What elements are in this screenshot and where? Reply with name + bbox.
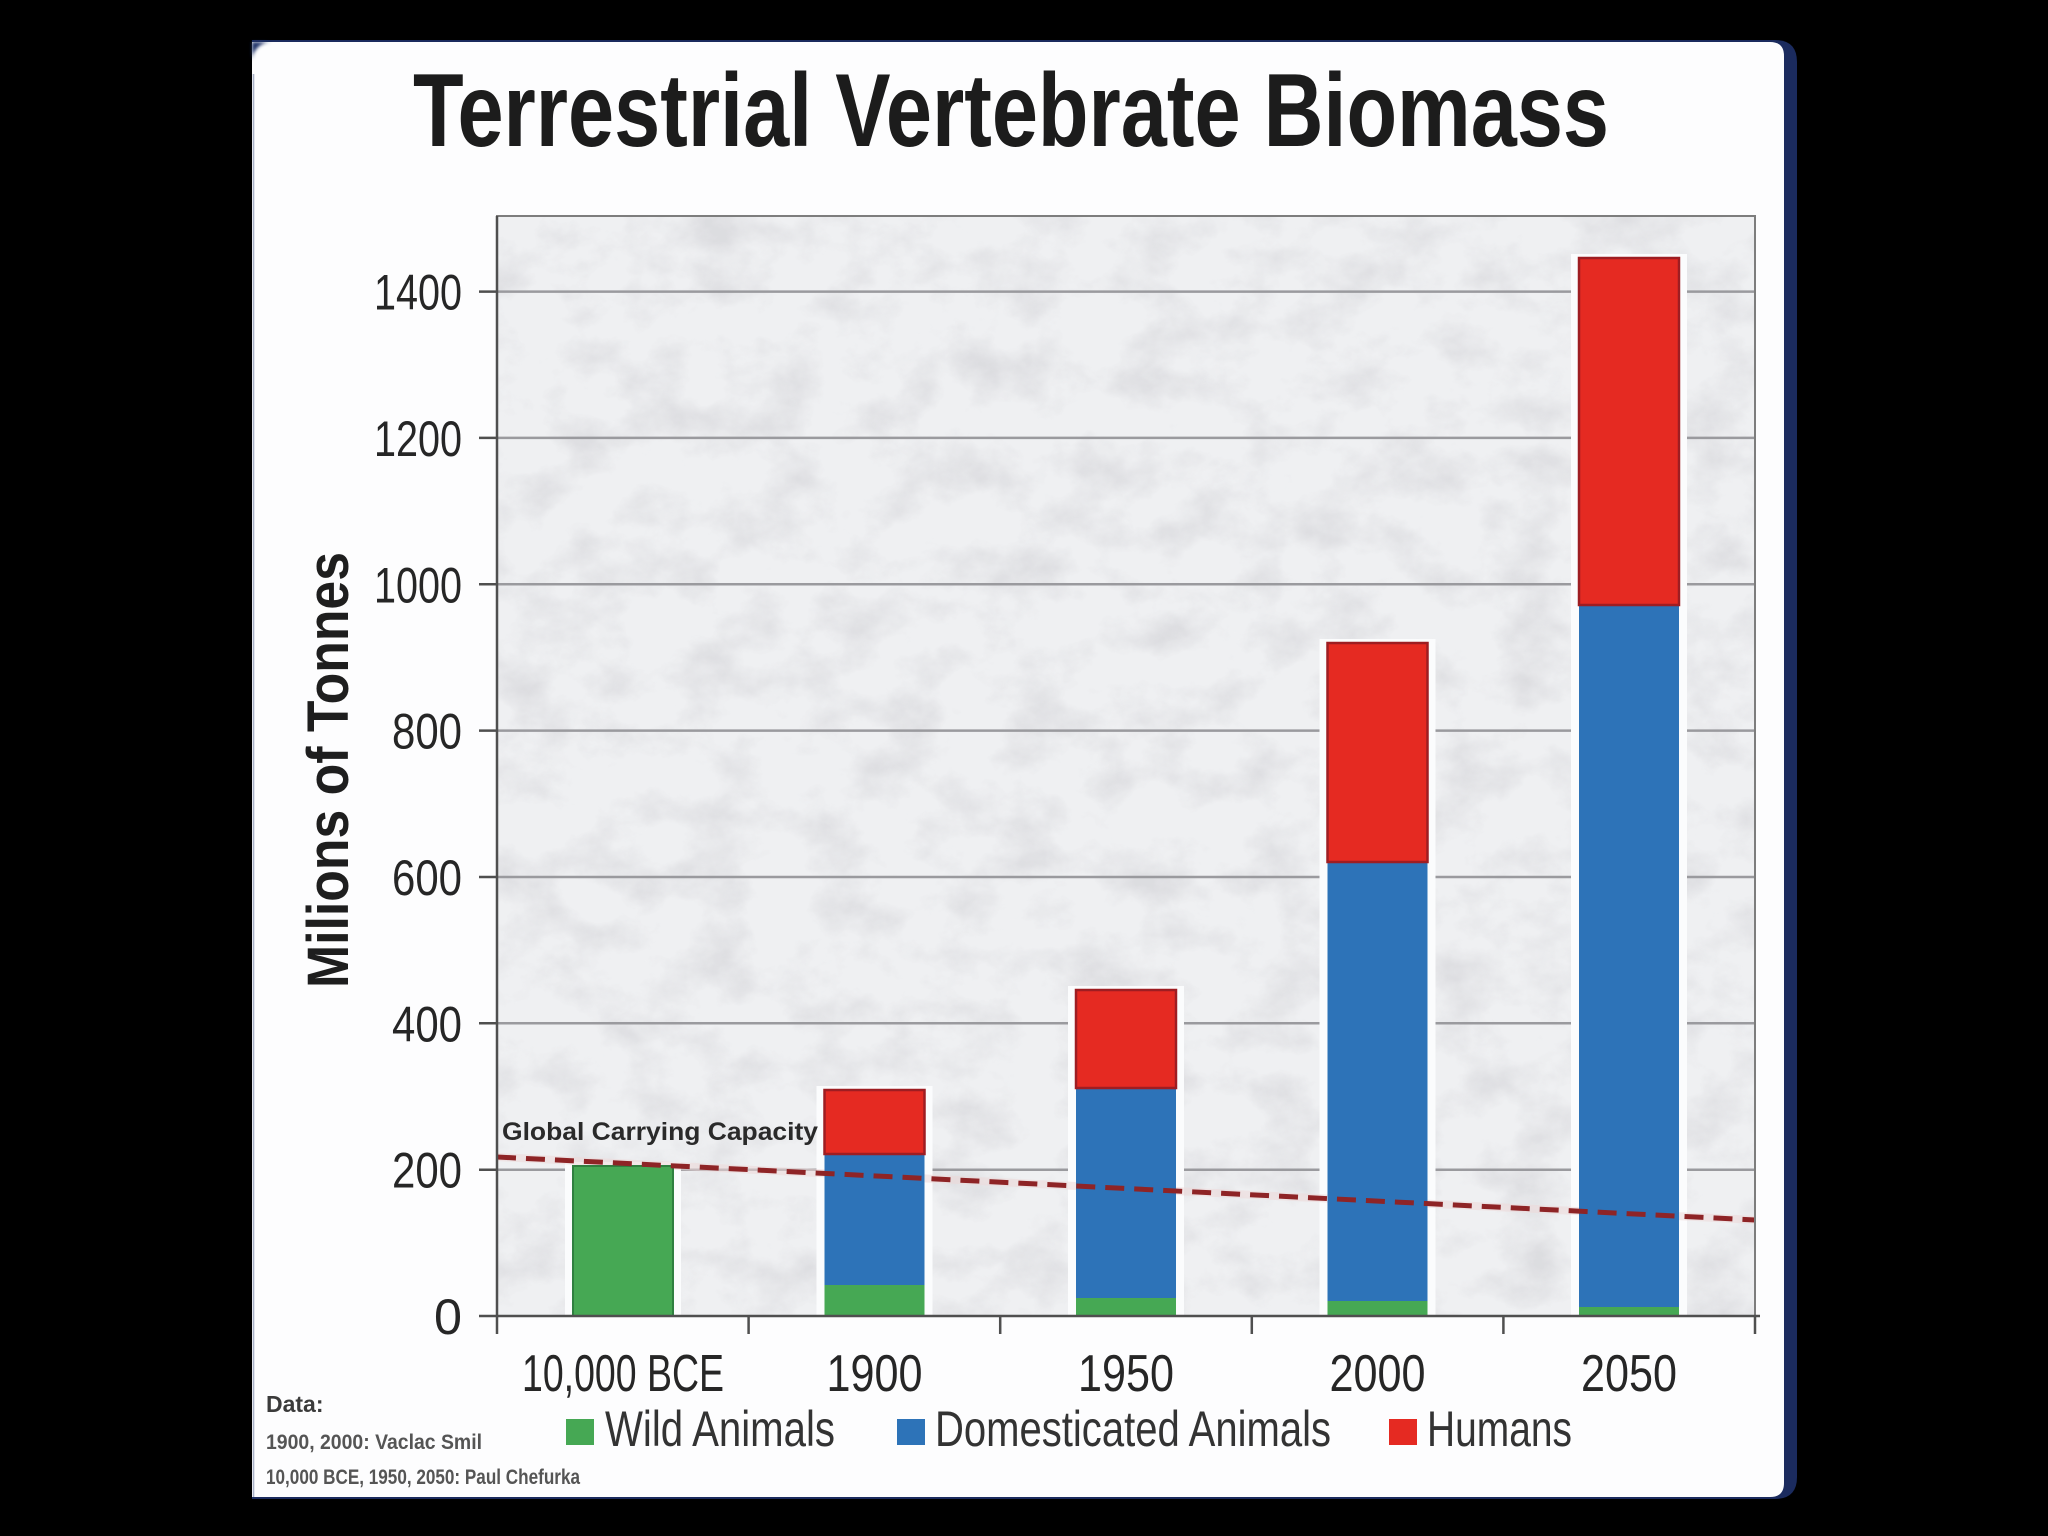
svg-text:600: 600: [392, 850, 462, 906]
svg-text:400: 400: [392, 996, 462, 1052]
svg-text:1200: 1200: [374, 411, 462, 467]
svg-text:2000: 2000: [1330, 1345, 1426, 1403]
svg-text:1950: 1950: [1078, 1345, 1174, 1403]
svg-text:1900, 2000: Vaclac Smil: 1900, 2000: Vaclac Smil: [266, 1431, 482, 1454]
svg-text:Milions of Tonnes: Milions of Tonnes: [296, 552, 361, 988]
svg-text:Terrestrial Vertebrate Biomass: Terrestrial Vertebrate Biomass: [413, 53, 1609, 169]
svg-text:Domesticated Animals: Domesticated Animals: [935, 1401, 1331, 1457]
svg-text:10,000 BCE: 10,000 BCE: [522, 1345, 724, 1403]
svg-text:800: 800: [392, 704, 462, 760]
svg-text:200: 200: [392, 1143, 462, 1199]
svg-text:1900: 1900: [827, 1345, 923, 1403]
svg-text:1000: 1000: [374, 557, 462, 613]
svg-text:10,000 BCE, 1950, 2050: Paul C: 10,000 BCE, 1950, 2050: Paul Chefurka: [266, 1466, 580, 1489]
svg-text:0: 0: [434, 1289, 462, 1345]
svg-text:Humans: Humans: [1427, 1401, 1572, 1457]
svg-text:2050: 2050: [1581, 1345, 1677, 1403]
svg-text:Global Carrying Capacity: Global Carrying Capacity: [502, 1118, 818, 1146]
svg-text:1400: 1400: [374, 265, 462, 321]
svg-text:Data:: Data:: [266, 1391, 324, 1417]
svg-text:Wild Animals: Wild Animals: [605, 1401, 835, 1457]
